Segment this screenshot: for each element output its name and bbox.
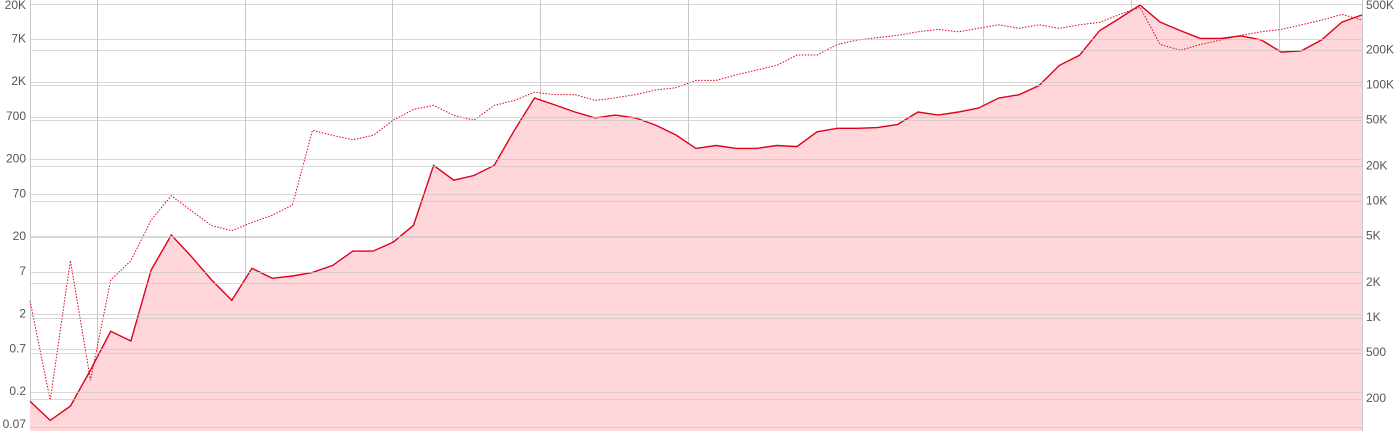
y-tick-label: 20K — [5, 0, 26, 12]
y-tick-label: 5K — [1366, 229, 1381, 243]
grid-lines — [30, 4, 1362, 428]
y-tick-label: 20K — [1366, 159, 1387, 173]
y-tick-label: 200K — [1366, 42, 1394, 56]
y-tick-label: 500 — [1366, 345, 1386, 359]
y-tick-label: 7 — [19, 264, 26, 278]
y-tick-label: 200 — [6, 151, 26, 165]
y-tick-label: 2K — [11, 74, 26, 88]
y-tick-label: 7K — [11, 32, 26, 46]
y-tick-label: 0.7 — [9, 342, 26, 356]
line — [29, 6, 1363, 401]
y-tick-label: 2K — [1366, 275, 1381, 289]
y-tick-label: 200 — [1366, 391, 1386, 405]
y-tick-label: 0.2 — [9, 384, 26, 398]
y-tick-label: 20 — [13, 229, 27, 243]
y-tick-label: 0.07 — [3, 417, 27, 431]
y-tick-label: 10K — [1366, 194, 1387, 208]
y-tick-label: 2 — [19, 306, 26, 320]
y-tick-label: 70 — [13, 187, 27, 201]
y-tick-label: 100K — [1366, 77, 1394, 91]
area — [30, 5, 1362, 431]
y-tick-label: 700 — [6, 109, 26, 123]
y-tick-label: 500K — [1366, 0, 1394, 12]
y-tick-label: 50K — [1366, 112, 1387, 126]
y-tick-label: 1K — [1366, 310, 1381, 324]
